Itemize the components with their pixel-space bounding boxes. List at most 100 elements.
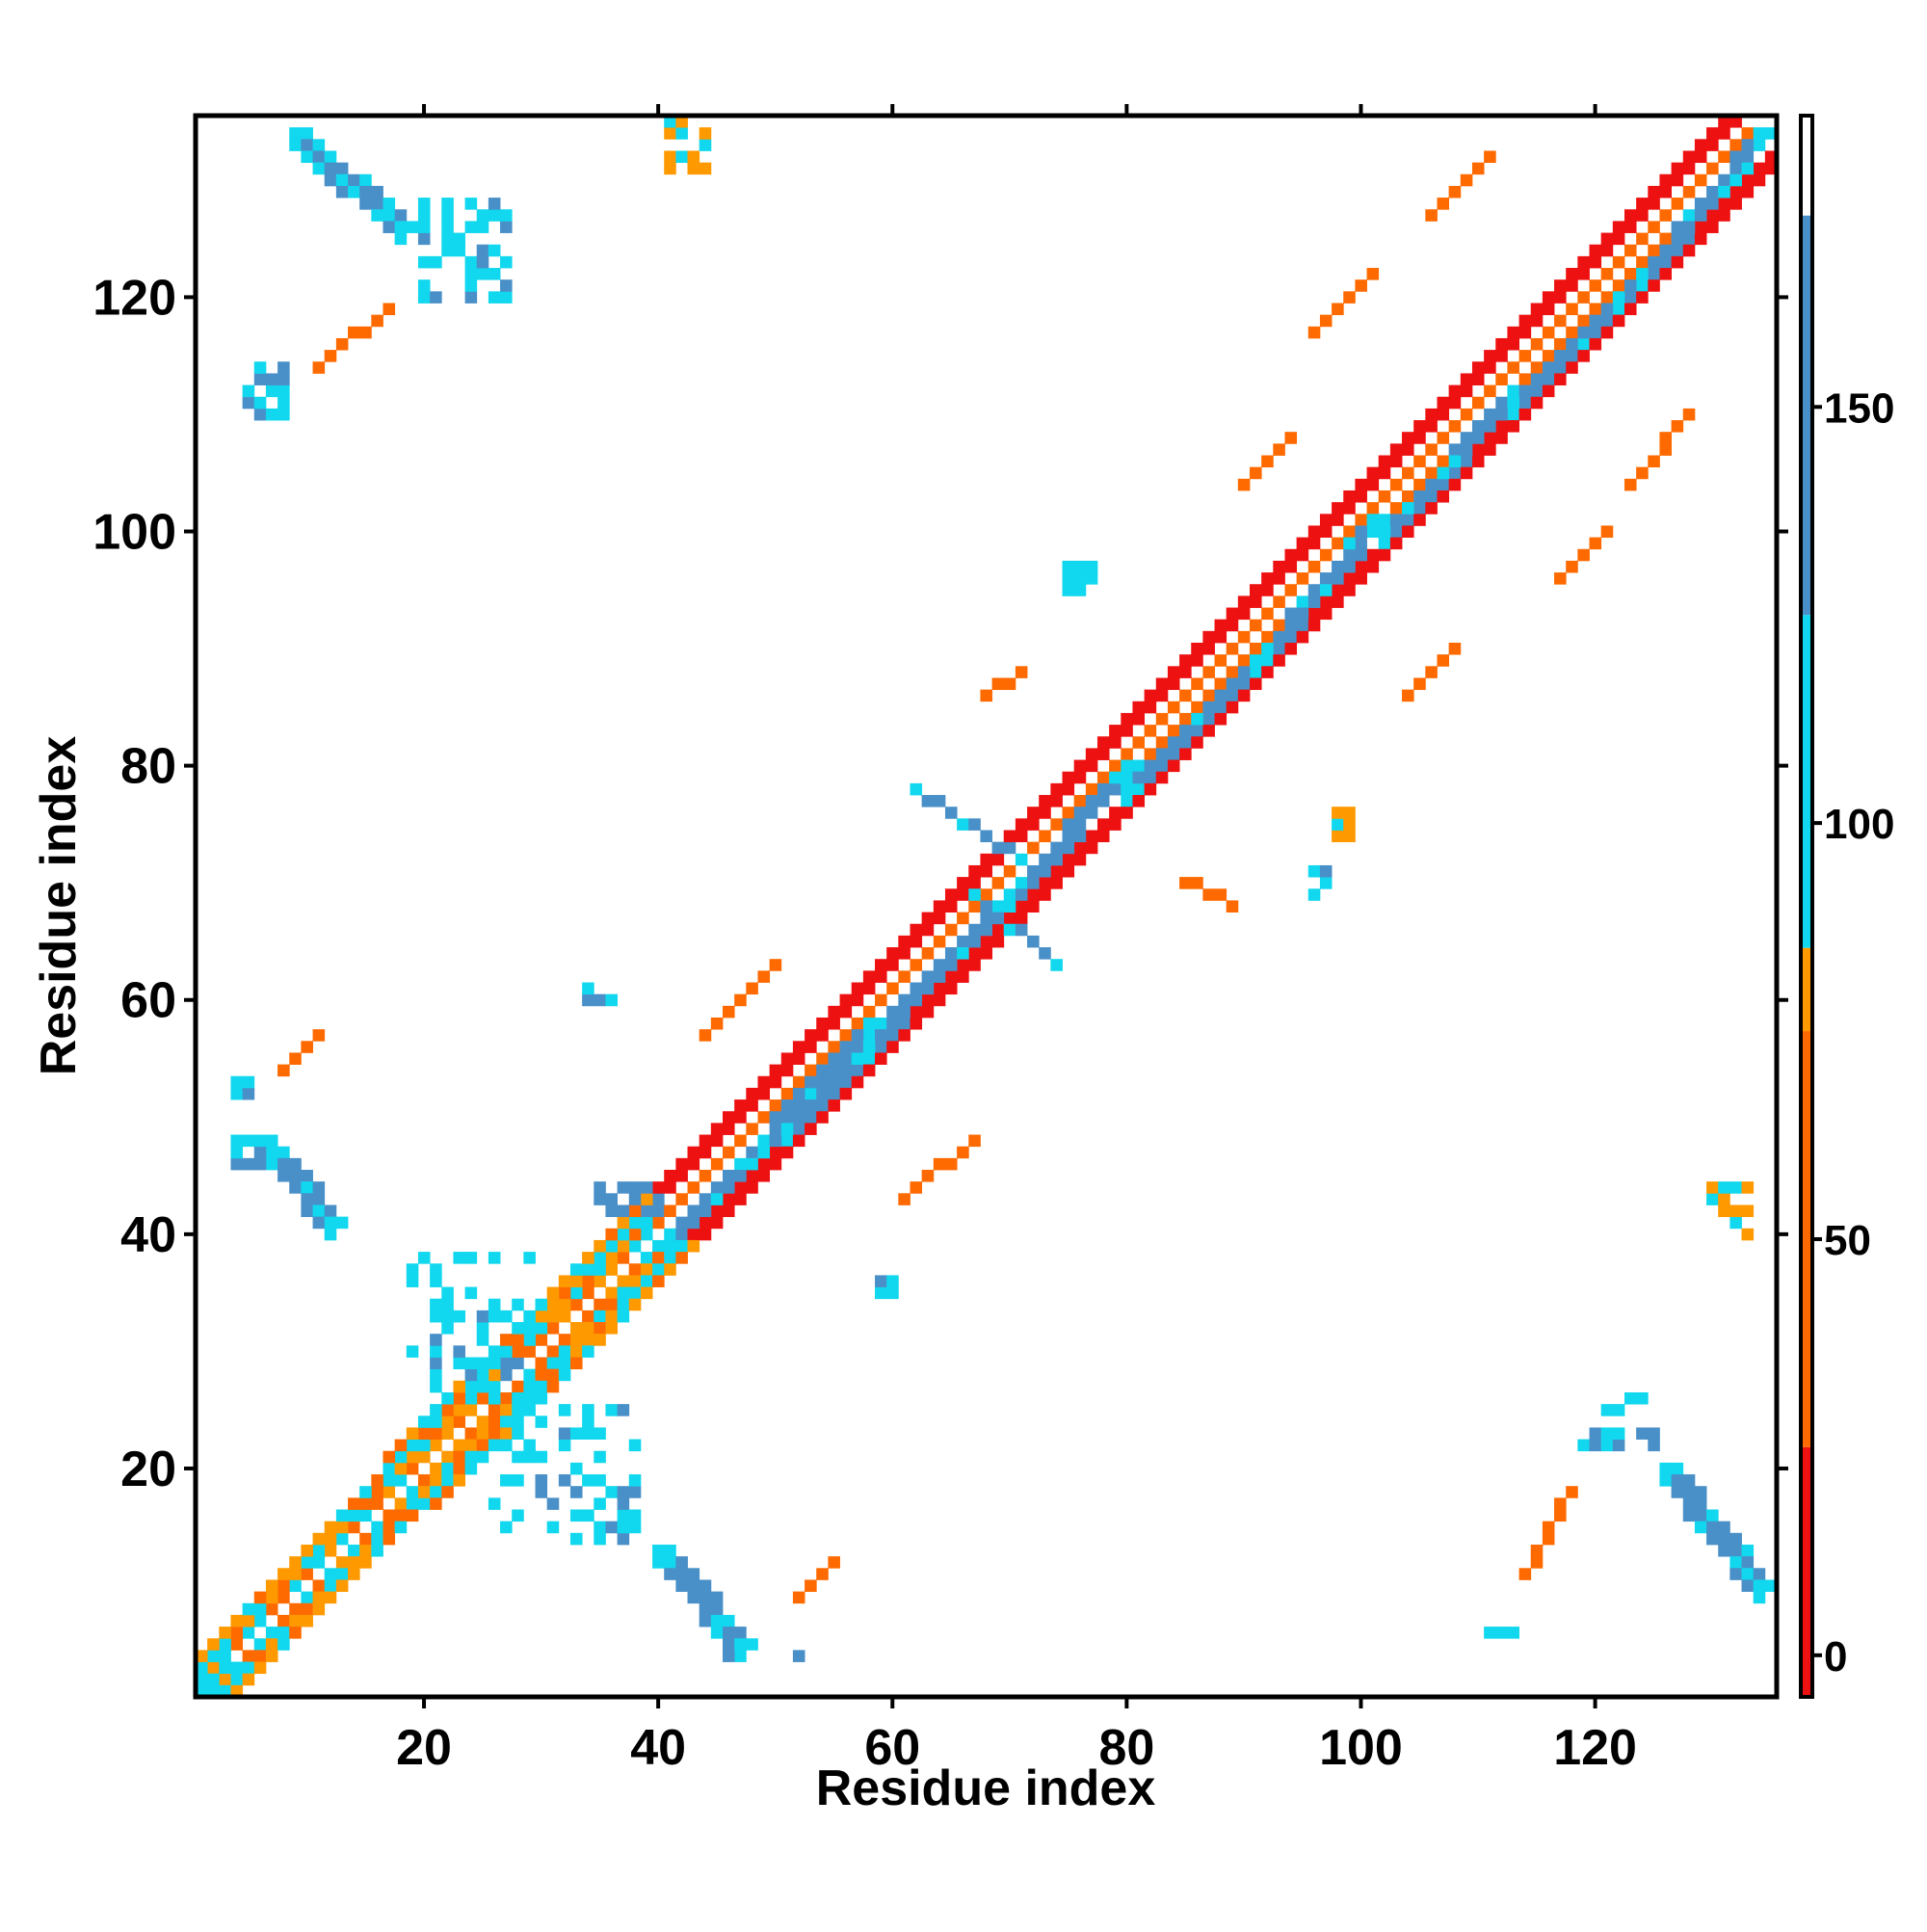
contact-cell [546, 1310, 560, 1323]
contact-cell [1741, 1556, 1755, 1569]
contact-cell [1484, 420, 1496, 433]
contact-cell [933, 982, 946, 995]
contact-cell [746, 1123, 758, 1135]
contact-cell [535, 1486, 548, 1498]
contact-cell [464, 1462, 478, 1475]
contact-cell [301, 127, 313, 140]
contact-cell [1319, 548, 1333, 562]
contact-cell [968, 935, 981, 948]
contact-cell [1518, 326, 1532, 339]
contact-cell [1648, 185, 1660, 198]
contact-cell [1039, 795, 1051, 807]
contact-cell [828, 1556, 840, 1569]
contact-cell [640, 1228, 653, 1241]
contact-cell [933, 970, 946, 983]
contact-cell [628, 1298, 642, 1311]
contact-cell [968, 959, 981, 971]
contact-cell [1073, 807, 1087, 819]
contact-cell [605, 1263, 618, 1276]
contact-cell [1155, 771, 1169, 784]
contact-cell [1741, 1204, 1755, 1218]
contact-cell [1307, 595, 1321, 608]
contact-cell [710, 1157, 724, 1171]
contact-cell [253, 361, 267, 374]
contact-cell [394, 221, 408, 233]
contact-cell [348, 1544, 360, 1557]
contact-cell [1319, 864, 1333, 878]
contact-cell [1027, 888, 1040, 901]
contact-cell [453, 1416, 465, 1428]
contact-cell [1507, 408, 1519, 421]
contact-cell [921, 947, 935, 960]
contact-cell [1319, 595, 1333, 608]
contact-cell [1332, 595, 1344, 608]
contact-cell [1729, 1544, 1742, 1557]
contact-cell [699, 127, 712, 140]
contact-cell [1460, 373, 1473, 385]
contact-cell [699, 1134, 712, 1148]
contact-cell [652, 1556, 665, 1569]
colorbar-band [1801, 615, 1812, 948]
contact-cell [1226, 900, 1239, 913]
contact-cell [710, 1134, 724, 1148]
contact-cell [605, 1521, 618, 1534]
contact-cell [1648, 255, 1660, 269]
colorbar-ticks: 0 50 100 150 [1812, 384, 1894, 1681]
contact-cell [207, 1650, 220, 1662]
contact-cell [769, 1064, 782, 1077]
contact-cell [734, 1134, 747, 1148]
contact-cell [488, 244, 501, 257]
contact-cell [1332, 560, 1344, 573]
contact-cell [476, 209, 489, 222]
contact-cell [1636, 232, 1649, 246]
contact-cell [1296, 537, 1309, 550]
contact-cell [464, 1357, 478, 1370]
contact-cell [921, 993, 935, 1007]
contact-cell [664, 1544, 676, 1557]
contact-cell [1484, 350, 1496, 362]
contact-cell [1530, 337, 1544, 351]
contact-cell [1448, 396, 1462, 410]
contact-cell [699, 1216, 712, 1230]
contact-cell [1179, 654, 1192, 667]
contact-cell [980, 935, 992, 948]
contact-cell [582, 993, 594, 1007]
contact-cell [312, 1029, 326, 1042]
contact-cell [780, 1123, 794, 1135]
contact-cell [875, 959, 887, 971]
contact-cell [1296, 619, 1309, 632]
contact-cell [1682, 150, 1696, 164]
contact-cell [335, 1532, 349, 1546]
contact-cell [1378, 514, 1391, 526]
contact-cell [277, 361, 290, 374]
contact-cell [441, 1404, 454, 1416]
contact-cell [1706, 162, 1719, 175]
contact-cell [324, 1568, 337, 1580]
contact-cell [441, 1298, 454, 1311]
contact-cell [253, 396, 267, 410]
contact-cell [828, 1005, 840, 1019]
contact-cell [792, 1041, 805, 1053]
contact-cell [464, 198, 478, 210]
contact-cell [417, 198, 431, 210]
contact-cell [476, 1450, 489, 1464]
contact-cell [1589, 537, 1602, 550]
contact-cell [910, 1017, 923, 1030]
contact-cell [1566, 303, 1578, 316]
x-tick-label: 40 [630, 1720, 686, 1776]
contact-cell [1718, 173, 1730, 187]
x-tick-label: 60 [864, 1720, 920, 1776]
contact-cell [512, 1416, 524, 1428]
contact-cell [219, 1627, 231, 1639]
contact-cell [652, 1252, 665, 1264]
contact-cell [464, 291, 478, 304]
contact-cell [1425, 408, 1438, 421]
contact-cell [723, 1123, 735, 1135]
contact-cell [1307, 607, 1321, 621]
contact-cell [723, 1614, 735, 1628]
contact-cell [312, 150, 326, 164]
contact-cell [348, 326, 360, 339]
contact-cell [968, 877, 981, 889]
contact-cell [862, 1005, 876, 1019]
contact-cell [582, 1263, 594, 1276]
